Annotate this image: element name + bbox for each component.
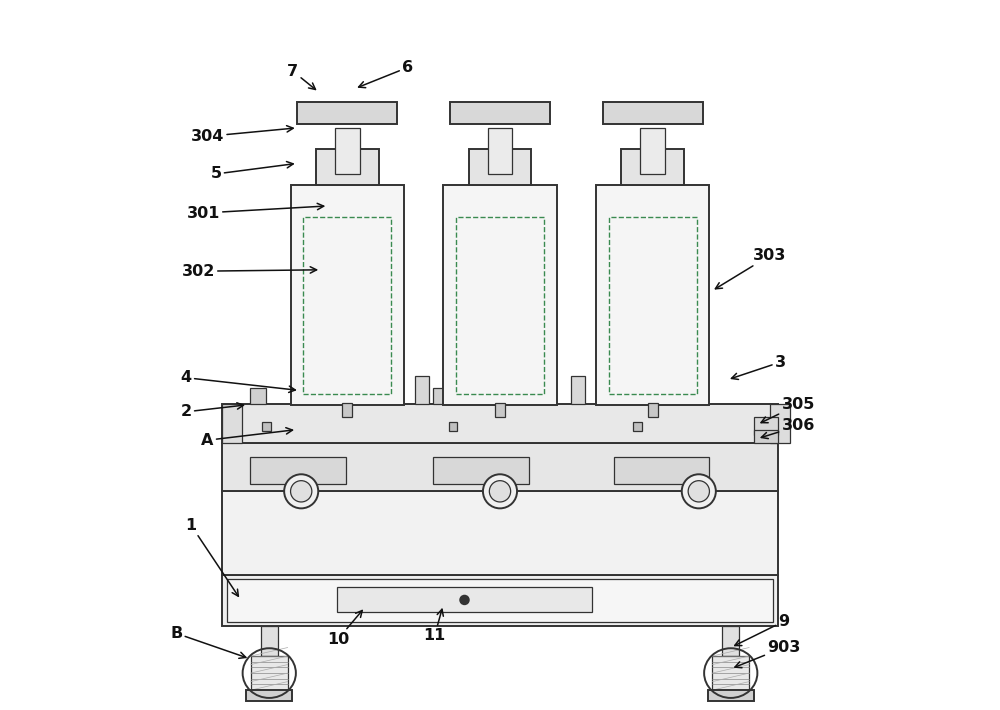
- Bar: [722, 626, 739, 656]
- Bar: [297, 102, 397, 124]
- Bar: [433, 388, 449, 404]
- Bar: [754, 430, 778, 443]
- Circle shape: [291, 481, 312, 502]
- Circle shape: [284, 474, 318, 508]
- Bar: [488, 128, 512, 174]
- Bar: [250, 457, 346, 484]
- Bar: [614, 457, 709, 484]
- Bar: [621, 149, 684, 185]
- Text: 306: 306: [761, 418, 815, 439]
- Text: 303: 303: [715, 248, 786, 289]
- Bar: [456, 217, 544, 394]
- Bar: [754, 417, 778, 435]
- Text: 7: 7: [287, 63, 315, 89]
- Bar: [251, 656, 288, 690]
- Text: 305: 305: [761, 397, 815, 422]
- Text: 301: 301: [187, 203, 324, 221]
- Text: 10: 10: [327, 611, 362, 647]
- Circle shape: [688, 481, 709, 502]
- Text: A: A: [201, 427, 292, 448]
- Bar: [708, 690, 754, 701]
- Text: 6: 6: [359, 60, 413, 87]
- Bar: [633, 422, 642, 431]
- Circle shape: [682, 474, 716, 508]
- Bar: [450, 102, 550, 124]
- Text: 903: 903: [735, 640, 801, 667]
- Bar: [337, 587, 592, 612]
- Bar: [495, 403, 505, 417]
- Text: 5: 5: [210, 162, 293, 182]
- Bar: [342, 403, 352, 417]
- Bar: [415, 376, 429, 404]
- Bar: [433, 457, 529, 484]
- Text: B: B: [170, 626, 246, 658]
- Bar: [246, 690, 292, 701]
- Bar: [261, 626, 278, 656]
- Text: 2: 2: [181, 403, 243, 420]
- Bar: [596, 185, 709, 405]
- Bar: [291, 185, 404, 405]
- Text: 302: 302: [182, 263, 317, 279]
- Bar: [443, 185, 557, 405]
- Bar: [469, 149, 531, 185]
- Bar: [222, 404, 778, 443]
- Circle shape: [460, 596, 469, 604]
- Bar: [227, 579, 773, 622]
- Bar: [316, 149, 379, 185]
- Bar: [222, 443, 778, 491]
- Text: 9: 9: [735, 613, 790, 645]
- Circle shape: [489, 481, 511, 502]
- Bar: [603, 102, 703, 124]
- Circle shape: [483, 474, 517, 508]
- Bar: [609, 217, 697, 394]
- Bar: [712, 656, 749, 690]
- Bar: [571, 376, 585, 404]
- Bar: [648, 403, 658, 417]
- Bar: [449, 422, 457, 431]
- Bar: [250, 388, 266, 404]
- Bar: [335, 128, 360, 174]
- Text: 3: 3: [731, 354, 786, 379]
- Bar: [222, 404, 242, 443]
- Bar: [640, 128, 665, 174]
- Text: 304: 304: [191, 126, 293, 144]
- Text: 11: 11: [424, 609, 446, 643]
- Bar: [262, 422, 271, 431]
- Bar: [222, 491, 778, 575]
- Bar: [303, 217, 391, 394]
- Bar: [617, 388, 633, 404]
- Bar: [770, 404, 790, 443]
- Text: 1: 1: [186, 518, 238, 596]
- Bar: [222, 575, 778, 626]
- Text: 4: 4: [181, 370, 295, 393]
